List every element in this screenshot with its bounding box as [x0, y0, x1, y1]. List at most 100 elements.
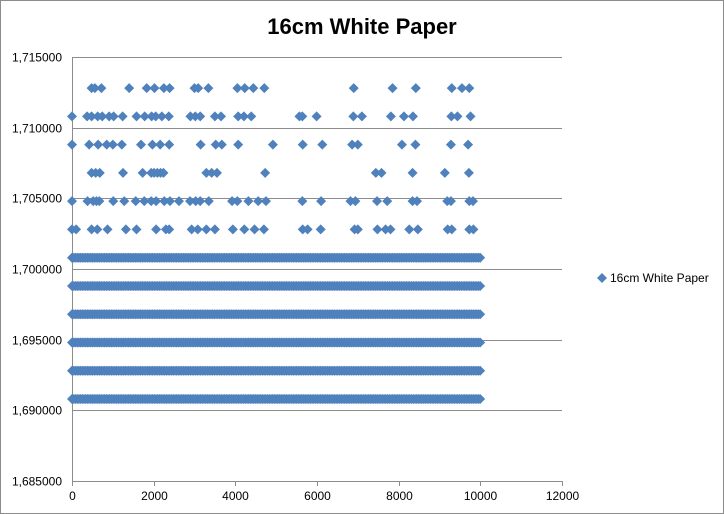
data-point — [94, 196, 105, 207]
legend: 16cm White Paper — [597, 271, 709, 285]
chart-title: 16cm White Paper — [267, 14, 457, 39]
data-point — [376, 167, 387, 178]
data-point — [139, 196, 150, 207]
data-points — [67, 83, 486, 405]
data-point — [446, 111, 457, 122]
data-point — [86, 224, 97, 235]
data-point — [201, 167, 212, 178]
data-point — [410, 139, 421, 150]
data-point — [201, 224, 212, 235]
data-point — [249, 224, 260, 235]
data-point — [456, 83, 467, 94]
data-point — [173, 196, 184, 207]
data-point — [96, 83, 107, 94]
data-point — [101, 139, 112, 150]
data-point — [404, 224, 415, 235]
data-point — [130, 196, 141, 207]
data-point — [267, 139, 278, 150]
data-point — [93, 139, 104, 150]
data-point — [243, 196, 254, 207]
x-tick-label: 8000 — [386, 489, 413, 503]
data-point — [150, 111, 161, 122]
data-point — [185, 196, 196, 207]
data-point — [348, 83, 359, 94]
data-point — [297, 139, 308, 150]
data-point — [464, 83, 475, 94]
data-point — [356, 111, 367, 122]
data-point — [258, 224, 269, 235]
x-tick-label: 4000 — [222, 489, 249, 503]
data-point — [195, 196, 206, 207]
data-point — [227, 196, 238, 207]
data-point — [211, 167, 222, 178]
data-point — [139, 111, 150, 122]
data-point — [475, 365, 486, 376]
data-point — [164, 83, 175, 94]
data-point — [82, 196, 93, 207]
grid-lines — [72, 57, 562, 411]
data-point — [463, 167, 474, 178]
data-point — [147, 139, 158, 150]
data-point — [475, 309, 486, 320]
y-tick-label: 1,705000 — [12, 192, 62, 206]
data-point — [467, 196, 478, 207]
data-point — [396, 139, 407, 150]
data-point — [239, 224, 250, 235]
data-point — [158, 83, 169, 94]
data-point — [71, 224, 82, 235]
y-tick-label: 1,695000 — [12, 334, 62, 348]
data-point — [116, 139, 127, 150]
data-point — [350, 196, 361, 207]
data-point — [165, 196, 175, 207]
data-point — [186, 224, 197, 235]
data-point — [203, 196, 214, 207]
data-point — [108, 196, 119, 207]
data-point — [445, 139, 456, 150]
data-point — [141, 83, 152, 94]
data-point — [233, 139, 244, 150]
data-point — [136, 139, 147, 150]
data-point — [158, 167, 169, 178]
data-point — [260, 167, 271, 178]
legend-marker-diamond-icon — [597, 273, 607, 283]
data-point — [108, 111, 119, 122]
axes — [72, 57, 563, 486]
data-point — [259, 83, 270, 94]
y-tick-label: 1,700000 — [12, 263, 62, 277]
data-point — [67, 196, 77, 207]
y-axis-tick-labels: 1,685000 1,690000 1,695000 1,700000 1,705000… — [12, 51, 62, 489]
data-point — [387, 83, 398, 94]
data-point — [119, 196, 130, 207]
data-point — [86, 111, 97, 122]
x-tick-label: 0 — [69, 489, 76, 503]
data-point — [203, 83, 214, 94]
data-point — [209, 111, 220, 122]
y-tick-label: 1,690000 — [12, 404, 62, 418]
x-tick-label: 10000 — [464, 489, 498, 503]
data-point — [446, 83, 457, 94]
data-point — [248, 83, 259, 94]
data-point — [445, 196, 456, 207]
data-point — [131, 111, 142, 122]
data-point — [89, 83, 100, 94]
data-point — [260, 196, 271, 207]
data-point — [398, 111, 409, 122]
data-point — [124, 83, 135, 94]
data-point — [67, 139, 77, 150]
data-point — [475, 280, 486, 291]
y-tick-label: 1,685000 — [12, 475, 62, 489]
data-point — [216, 139, 227, 150]
data-point — [151, 196, 162, 207]
data-point — [316, 196, 327, 207]
data-point — [439, 167, 450, 178]
data-point — [315, 224, 326, 235]
data-point — [192, 224, 203, 235]
data-point — [246, 111, 257, 122]
data-point — [385, 111, 396, 122]
data-point — [137, 167, 148, 178]
data-point — [372, 224, 383, 235]
legend-label: 16cm White Paper — [610, 271, 709, 285]
data-point — [412, 196, 423, 207]
data-point — [156, 111, 167, 122]
